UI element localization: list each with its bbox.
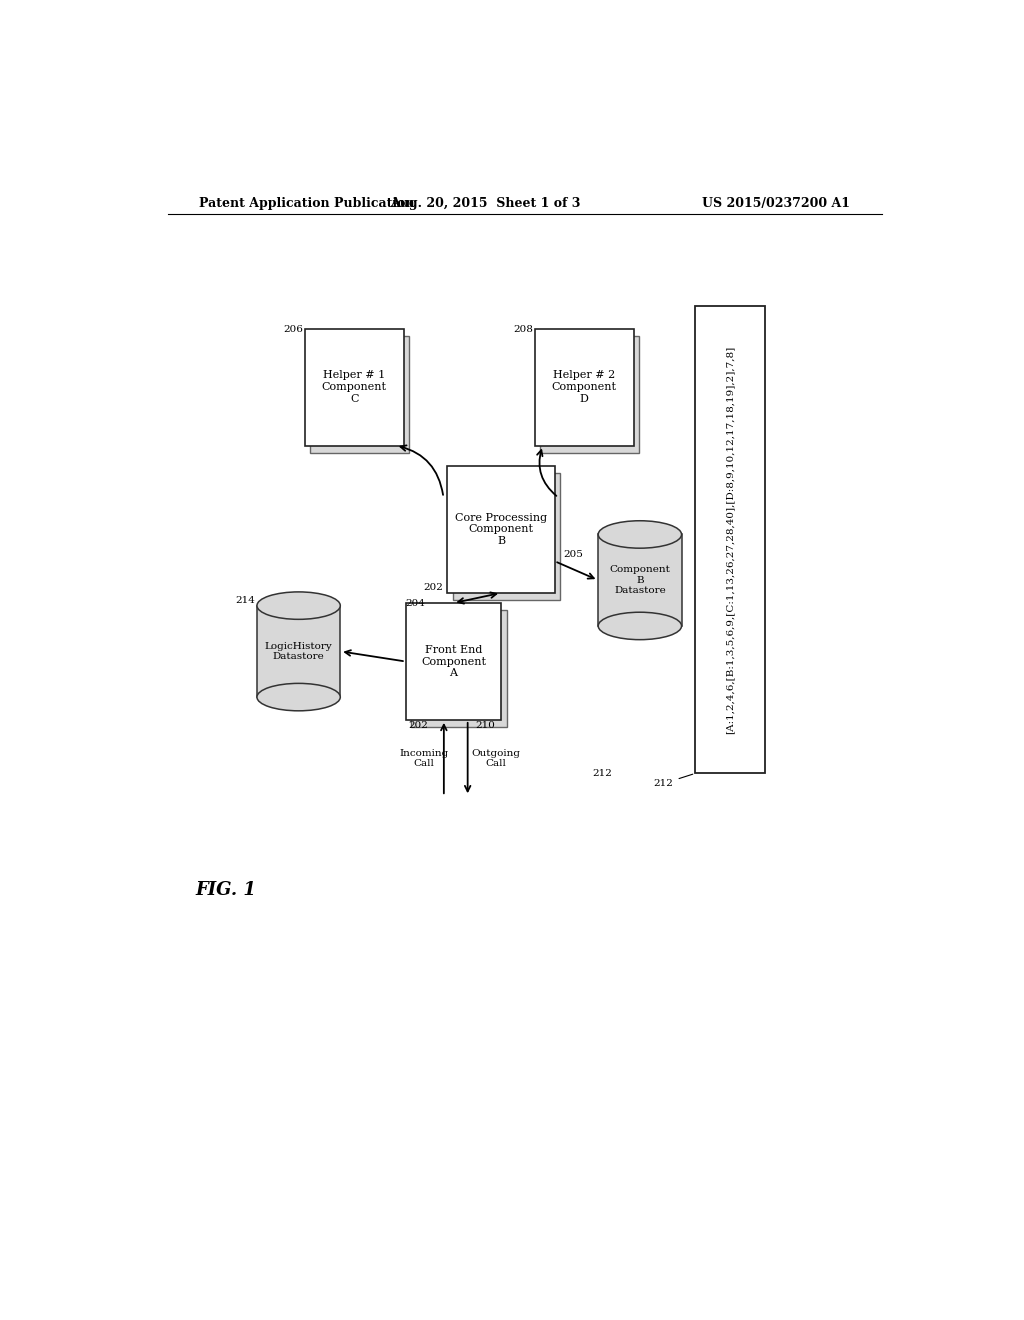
Text: 212: 212 <box>593 768 612 777</box>
Text: Outgoing
Call: Outgoing Call <box>471 748 520 768</box>
Text: US 2015/0237200 A1: US 2015/0237200 A1 <box>702 197 850 210</box>
Text: 204: 204 <box>406 598 426 607</box>
Text: Front End
Component
A: Front End Component A <box>421 645 485 678</box>
Text: Helper # 1
Component
C: Helper # 1 Component C <box>322 371 387 404</box>
Text: 205: 205 <box>563 550 583 560</box>
Text: 202: 202 <box>424 583 443 593</box>
Bar <box>310 335 410 453</box>
Text: 210: 210 <box>475 721 495 730</box>
Text: 206: 206 <box>283 325 303 334</box>
Ellipse shape <box>257 684 340 710</box>
Text: Helper # 2
Component
D: Helper # 2 Component D <box>552 371 616 404</box>
Text: 202: 202 <box>409 721 428 730</box>
Bar <box>412 610 507 727</box>
Text: FIG. 1: FIG. 1 <box>196 882 256 899</box>
Bar <box>453 473 560 601</box>
Bar <box>304 329 403 446</box>
Text: [A:1,2,4,6,[B:1,3,5,6,9,[C:1,13,26,27,28,40],[D:8,9,10,12,17,18,19],2],7,8]: [A:1,2,4,6,[B:1,3,5,6,9,[C:1,13,26,27,28… <box>726 346 735 734</box>
Bar <box>535 329 634 446</box>
Ellipse shape <box>598 521 682 548</box>
Bar <box>695 306 765 774</box>
Ellipse shape <box>598 612 682 640</box>
Ellipse shape <box>257 591 340 619</box>
Text: 212: 212 <box>653 774 693 788</box>
Bar <box>406 603 501 719</box>
Text: Core Processing
Component
B: Core Processing Component B <box>455 512 547 546</box>
Bar <box>541 335 639 453</box>
Bar <box>257 606 340 697</box>
Text: Incoming
Call: Incoming Call <box>399 748 449 768</box>
Text: Aug. 20, 2015  Sheet 1 of 3: Aug. 20, 2015 Sheet 1 of 3 <box>390 197 581 210</box>
Text: Patent Application Publication: Patent Application Publication <box>200 197 415 210</box>
Text: Component
B
Datastore: Component B Datastore <box>609 565 671 595</box>
Bar <box>598 535 682 626</box>
Bar <box>447 466 555 593</box>
Text: LogicHistory
Datastore: LogicHistory Datastore <box>265 642 333 661</box>
Text: 208: 208 <box>513 325 534 334</box>
Text: 214: 214 <box>236 597 255 605</box>
